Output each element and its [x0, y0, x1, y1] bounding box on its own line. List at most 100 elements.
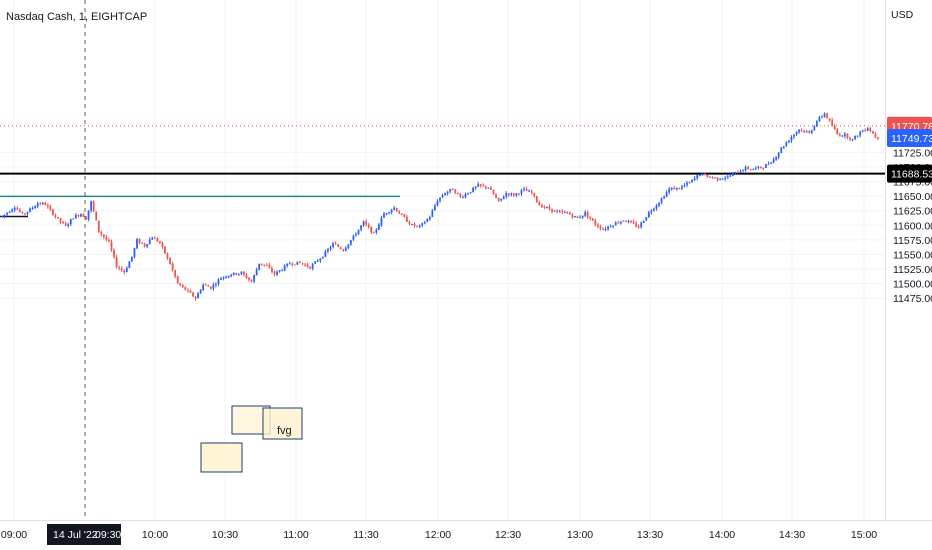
candle-body	[576, 216, 579, 218]
candle-body	[607, 226, 609, 229]
candle-body	[548, 206, 551, 210]
candle-body	[176, 276, 179, 284]
candle-body	[332, 243, 334, 248]
candle-body	[787, 140, 790, 143]
candle-body	[388, 212, 390, 214]
candle-body	[449, 189, 452, 192]
candle-body	[721, 178, 724, 180]
candle-body	[260, 263, 263, 265]
candle-body	[462, 197, 464, 199]
candle-body	[319, 258, 322, 261]
candle-body	[627, 220, 630, 223]
candle-body	[39, 202, 42, 205]
candle-body	[665, 192, 668, 197]
candle-body	[375, 229, 378, 233]
candle-body	[810, 130, 813, 133]
candle-body	[255, 269, 258, 276]
candle-body	[151, 237, 154, 240]
candle-body	[540, 204, 543, 208]
candle-body	[574, 216, 576, 218]
price-tick-label: 11575.00	[893, 235, 932, 247]
candle-body	[693, 178, 696, 181]
candle-body	[719, 179, 722, 181]
candle-body	[181, 285, 184, 287]
candle-body	[838, 134, 841, 136]
candle-body	[836, 129, 839, 135]
candle-body	[67, 224, 70, 226]
time-axis[interactable]: 09:00 10:00 10:30 11:00 11:30 12:00 12:30 13:00…	[1, 529, 877, 541]
candle-body	[759, 166, 762, 168]
candle-body	[831, 120, 834, 126]
candle-body	[645, 217, 648, 221]
candle-body	[805, 131, 808, 133]
candle-body	[772, 159, 775, 163]
candle-body	[528, 190, 531, 192]
candle-body	[393, 207, 396, 210]
candle-body	[398, 211, 401, 214]
candle-body	[212, 284, 215, 289]
candle-body	[306, 264, 309, 267]
fvg-boxes[interactable]: fvg	[200, 405, 303, 473]
candle-body	[856, 135, 859, 137]
candle-body	[714, 177, 716, 179]
time-tick-label: 14:30	[779, 529, 805, 541]
candle-body	[390, 209, 393, 213]
candle-body	[637, 226, 640, 228]
candle-body	[747, 166, 750, 169]
candle-body	[596, 224, 599, 227]
candle-body	[668, 188, 671, 193]
candle-body	[232, 272, 235, 275]
candle-body	[754, 167, 757, 169]
candle-body	[456, 192, 459, 194]
candle-body	[681, 186, 683, 189]
candle-body	[441, 195, 444, 198]
candle-body	[92, 201, 95, 212]
candle-body	[877, 137, 879, 139]
candle-body	[635, 223, 637, 227]
cursor-date-label: 14 Jul '22	[53, 529, 98, 541]
candle-body	[859, 131, 862, 136]
candle-body	[286, 263, 289, 266]
candle-body	[752, 168, 755, 170]
candle-body	[146, 244, 149, 247]
candle-body	[586, 211, 589, 217]
candle-body	[102, 234, 105, 238]
candle-body	[26, 211, 29, 214]
candle-body	[278, 270, 281, 272]
price-tick-label: 11500.00	[893, 279, 932, 291]
candle-body	[854, 135, 856, 139]
candle-body	[288, 263, 291, 265]
candle-body	[347, 244, 350, 249]
candle-body	[283, 265, 286, 271]
candle-body	[703, 173, 706, 175]
candle-body	[421, 223, 424, 226]
time-tick-label: 10:00	[142, 529, 168, 541]
candle-body	[365, 221, 368, 225]
candle-body	[153, 238, 156, 240]
candle-body	[6, 212, 8, 215]
candle-body	[520, 190, 523, 194]
candle-body	[169, 258, 171, 265]
time-tick-label: 14:00	[709, 529, 735, 541]
candle-body	[490, 187, 492, 190]
candle-body	[428, 217, 431, 220]
time-tick-label: 13:30	[637, 529, 663, 541]
candle-body	[658, 203, 660, 206]
candle-body	[869, 128, 872, 132]
candle-body	[849, 137, 851, 140]
candle-body	[841, 135, 844, 137]
candle-body	[589, 216, 592, 219]
candle-body	[726, 176, 729, 178]
candle-body	[72, 218, 75, 220]
candle-body	[222, 277, 225, 279]
candle-body	[650, 210, 653, 213]
candle-body	[472, 187, 475, 193]
candle-body	[423, 222, 426, 224]
candle-body	[591, 218, 594, 221]
candle-body	[416, 225, 418, 227]
candle-body	[418, 225, 421, 227]
candle-body	[731, 173, 734, 177]
time-tick-label: 11:30	[353, 529, 379, 541]
currency-label: USD	[891, 9, 914, 21]
